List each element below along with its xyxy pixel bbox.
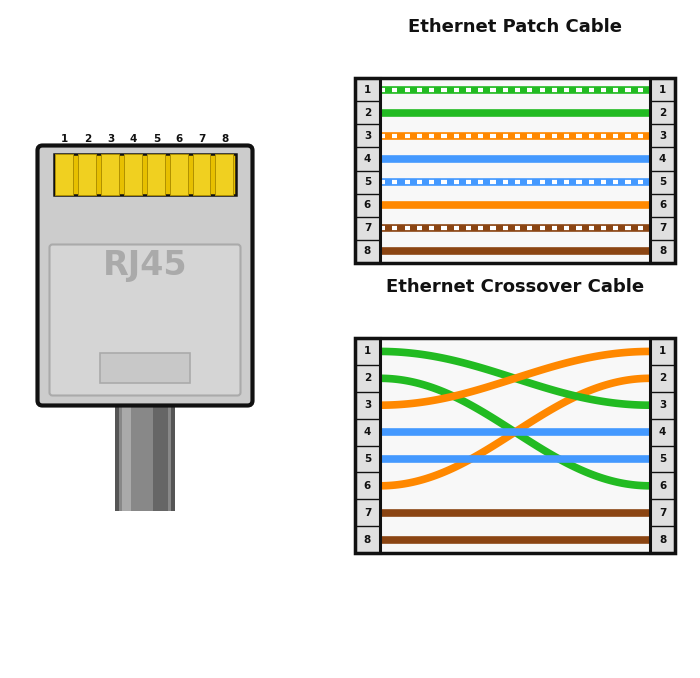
- FancyBboxPatch shape: [50, 245, 241, 395]
- Bar: [355, 78, 675, 263]
- Text: 1: 1: [364, 85, 371, 94]
- Bar: [101, 155, 119, 195]
- Text: 1: 1: [659, 85, 666, 94]
- Text: 4: 4: [130, 134, 137, 144]
- Text: 2: 2: [364, 108, 371, 118]
- Text: 1: 1: [62, 134, 69, 144]
- Text: 7: 7: [364, 223, 371, 233]
- Bar: [216, 155, 233, 195]
- Text: Ethernet Patch Cable: Ethernet Patch Cable: [408, 18, 622, 36]
- Bar: [650, 338, 675, 553]
- Text: 6: 6: [659, 200, 666, 210]
- Bar: [355, 78, 675, 263]
- Text: 4: 4: [364, 154, 371, 164]
- Bar: [147, 155, 164, 195]
- Text: 3: 3: [364, 131, 371, 141]
- Text: 5: 5: [364, 454, 371, 464]
- Text: 3: 3: [107, 134, 114, 144]
- Bar: [193, 155, 211, 195]
- Text: 2: 2: [364, 374, 371, 383]
- Text: 8: 8: [364, 246, 371, 256]
- Text: 6: 6: [659, 481, 666, 491]
- Bar: [78, 155, 96, 195]
- Text: 7: 7: [199, 134, 206, 144]
- Bar: [355, 338, 380, 553]
- Bar: [153, 401, 169, 511]
- Text: 3: 3: [364, 400, 371, 410]
- Text: 7: 7: [659, 223, 666, 233]
- Text: 5: 5: [659, 177, 666, 187]
- Text: 1: 1: [364, 346, 371, 357]
- Text: 8: 8: [364, 534, 371, 544]
- Text: 8: 8: [221, 134, 229, 144]
- Bar: [119, 401, 171, 511]
- Text: 8: 8: [659, 534, 666, 544]
- Bar: [124, 155, 142, 195]
- Text: 6: 6: [364, 481, 371, 491]
- Text: 5: 5: [364, 177, 371, 187]
- Text: 3: 3: [659, 400, 666, 410]
- Text: 6: 6: [176, 134, 183, 144]
- Bar: [169, 155, 188, 195]
- Text: 2: 2: [659, 108, 666, 118]
- Text: 7: 7: [659, 508, 666, 518]
- Bar: [55, 155, 74, 195]
- Bar: [355, 338, 675, 553]
- Text: 7: 7: [364, 508, 371, 518]
- Bar: [53, 155, 237, 195]
- Text: 5: 5: [659, 454, 666, 464]
- Text: 6: 6: [364, 200, 371, 210]
- Text: RJ45: RJ45: [103, 250, 188, 283]
- Bar: [122, 401, 132, 511]
- Text: 4: 4: [659, 154, 666, 164]
- FancyBboxPatch shape: [38, 146, 253, 405]
- Text: 4: 4: [659, 427, 666, 437]
- Text: 4: 4: [364, 427, 371, 437]
- Text: 8: 8: [659, 246, 666, 256]
- Bar: [355, 78, 380, 263]
- Text: 5: 5: [153, 134, 160, 144]
- Bar: [115, 395, 175, 511]
- Bar: [355, 338, 675, 553]
- Bar: [100, 353, 190, 382]
- Text: 1: 1: [659, 346, 666, 357]
- Text: 2: 2: [84, 134, 92, 144]
- Text: 2: 2: [659, 374, 666, 383]
- Text: 3: 3: [659, 131, 666, 141]
- Bar: [650, 78, 675, 263]
- Text: Ethernet Crossover Cable: Ethernet Crossover Cable: [386, 278, 644, 296]
